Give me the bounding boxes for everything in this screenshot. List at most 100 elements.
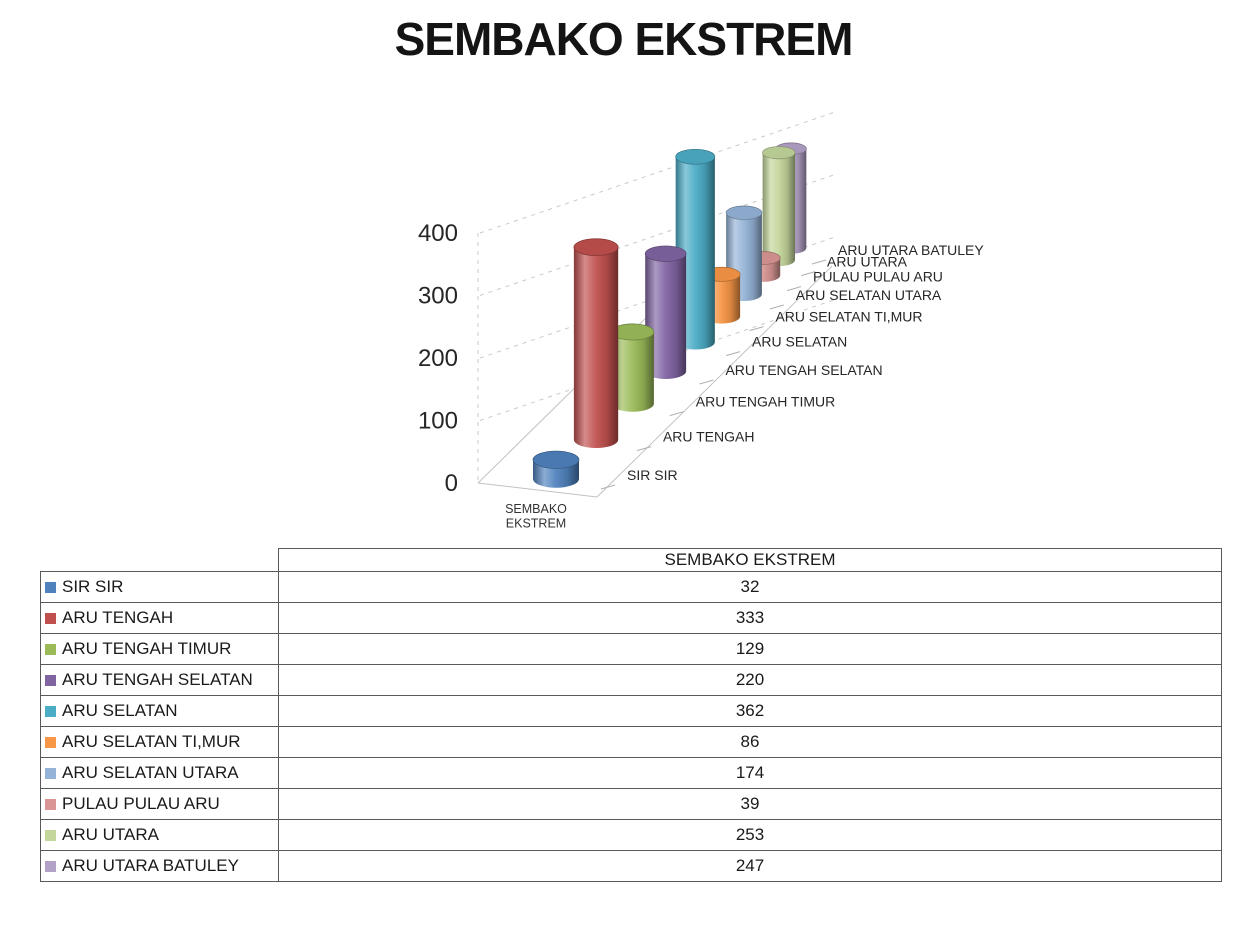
row-label: ARU TENGAH TIMUR [62, 639, 232, 658]
value-cell: 247 [278, 850, 1222, 882]
cylinder-aru-tengah-timur [610, 323, 655, 412]
cylinder-sir-sir [532, 450, 580, 488]
data-table: SEMBAKO EKSTREM SIR SIR 32 ARU TENGAH 333 AR… [40, 548, 1222, 882]
table-row: ARU SELATAN 362 [40, 695, 1222, 727]
series-tick [769, 304, 784, 310]
legend-swatch [45, 737, 56, 748]
series-tick [811, 259, 827, 265]
value-cell: 39 [278, 788, 1222, 820]
series-axis-labels: SIR SIR ARU TENGAH ARU TENGAH TIMUR ARU TEN… [600, 242, 984, 490]
category-axis-caption-line: EKSTREM [506, 517, 566, 531]
legend-swatch [45, 830, 56, 841]
cylinder-3d-chart: 0 100 200 300 400 SIR SIR ARU TENGAH ARU TENGAH… [418, 110, 984, 531]
series-label-pulau-pulau-aru: PULAU PULAU ARU [813, 269, 943, 285]
value-column-header: SEMBAKO EKSTREM [278, 548, 1222, 572]
value-tick-label-300: 300 [418, 283, 458, 310]
data-table-grid: SEMBAKO EKSTREM SIR SIR 32 ARU TENGAH 333 AR… [40, 548, 1222, 882]
series-label-aru-tengah: ARU TENGAH [663, 429, 755, 445]
row-label: ARU TENGAH [62, 608, 174, 627]
row-label: ARU SELATAN UTARA [62, 763, 239, 782]
cylinder-top [532, 450, 580, 469]
row-label: SIR SIR [62, 577, 124, 596]
cylinder-top [573, 238, 619, 256]
legend-cell: ARU SELATAN UTARA [40, 757, 279, 789]
legend-swatch [45, 613, 56, 624]
series-label-aru-utara: ARU UTARA [827, 254, 908, 270]
gridline-400 [479, 110, 839, 234]
table-row: ARU UTARA BATULEY 247 [40, 850, 1222, 882]
cylinder-aru-utara [762, 146, 796, 267]
legend-cell: ARU UTARA BATULEY [40, 850, 279, 882]
cylinder-body [762, 152, 796, 267]
table-row: ARU TENGAH TIMUR 129 [40, 633, 1222, 665]
series-tick [669, 411, 684, 417]
series-tick [600, 484, 616, 490]
value-tick-label-100: 100 [418, 408, 458, 435]
series-tick [725, 351, 741, 357]
cylinder-body [573, 247, 619, 449]
series-tick [699, 379, 714, 385]
cylinder-aru-tengah-selatan [644, 245, 687, 379]
value-cell: 362 [278, 695, 1222, 727]
value-cell: 333 [278, 602, 1222, 634]
cylinder-aru-tengah [573, 238, 619, 449]
table-row: ARU TENGAH 333 [40, 602, 1222, 634]
table-row: ARU SELATAN UTARA 174 [40, 757, 1222, 789]
series-label-aru-tengah-timur: ARU TENGAH TIMUR [696, 394, 836, 410]
legend-cell: ARU TENGAH TIMUR [40, 633, 279, 665]
value-axis-labels: 0 100 200 300 400 [418, 220, 458, 497]
table-row: ARU UTARA 253 [40, 819, 1222, 851]
legend-cell: ARU SELATAN TI,MUR [40, 726, 279, 758]
category-axis-caption-line: SEMBAKO [505, 502, 567, 516]
legend-cell: ARU TENGAH SELATAN [40, 664, 279, 696]
row-label: ARU SELATAN TI,MUR [62, 732, 241, 751]
cylinder-top [762, 146, 796, 160]
value-cell: 220 [278, 664, 1222, 696]
cylinder-top [644, 245, 687, 262]
legend-cell: ARU UTARA [40, 819, 279, 851]
series-label-aru-selatan-ti-mur: ARU SELATAN TI,MUR [775, 309, 922, 325]
row-label: ARU SELATAN [62, 701, 178, 720]
series-tick [800, 271, 816, 277]
value-tick-label-0: 0 [445, 470, 458, 497]
legend-cell: ARU SELATAN [40, 695, 279, 727]
legend-cell: SIR SIR [40, 571, 279, 603]
series-label-aru-selatan: ARU SELATAN [752, 334, 847, 350]
value-tick-label-200: 200 [418, 345, 458, 372]
chart-title: SEMBAKO EKSTREM [394, 13, 854, 65]
floor-front-edge [477, 482, 598, 498]
table-header-row: SEMBAKO EKSTREM [41, 548, 1222, 572]
row-label: ARU TENGAH SELATAN [62, 670, 253, 689]
value-cell: 253 [278, 819, 1222, 851]
legend-swatch [45, 706, 56, 717]
value-cell: 129 [278, 633, 1222, 665]
floor-right-depth-edge [596, 265, 833, 498]
row-label: ARU UTARA [62, 825, 159, 844]
series-tick [786, 286, 802, 292]
value-cell: 86 [278, 726, 1222, 758]
table-row: ARU TENGAH SELATAN 220 [40, 664, 1222, 696]
table-row: ARU SELATAN TI,MUR 86 [40, 726, 1222, 758]
row-label: ARU UTARA BATULEY [62, 856, 239, 875]
series-label-sir-sir: SIR SIR [627, 467, 678, 483]
series-label-aru-tengah-selatan: ARU TENGAH SELATAN [725, 362, 882, 378]
row-label: PULAU PULAU ARU [62, 794, 220, 813]
table-row: SIR SIR 32 [40, 571, 1222, 603]
legend-swatch [45, 582, 56, 593]
series-label-aru-utara-batuley: ARU UTARA BATULEY [838, 242, 984, 258]
series-tick [636, 446, 652, 452]
legend-swatch [45, 768, 56, 779]
cylinder-top [675, 148, 716, 165]
value-cell: 32 [278, 571, 1222, 603]
cylinder-body [611, 331, 654, 412]
series-label-aru-selatan-utara: ARU SELATAN UTARA [796, 287, 942, 303]
value-cell: 174 [278, 757, 1222, 789]
legend-swatch [45, 861, 56, 872]
table-row: PULAU PULAU ARU 39 [40, 788, 1222, 820]
legend-swatch [45, 675, 56, 686]
legend-swatch [45, 799, 56, 810]
legend-cell: ARU TENGAH [40, 602, 279, 634]
cylinder-body [645, 253, 687, 379]
legend-cell: PULAU PULAU ARU [40, 788, 279, 820]
